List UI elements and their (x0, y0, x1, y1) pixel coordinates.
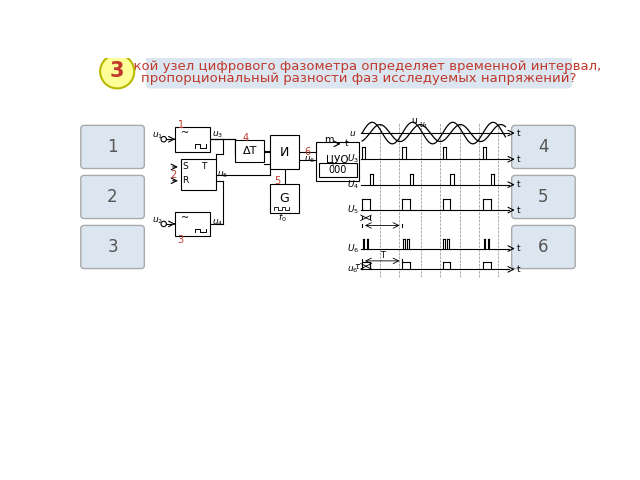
Bar (316, 142, 359, 181)
Text: 6: 6 (305, 146, 311, 156)
Bar (270, 134, 300, 169)
Text: m: m (324, 135, 333, 145)
Text: $u_4$: $u_4$ (212, 218, 223, 228)
Circle shape (100, 55, 134, 88)
Text: $U_6$: $U_6$ (347, 242, 359, 255)
Text: ΔT: ΔT (243, 146, 257, 156)
Text: ЦУО: ЦУО (326, 154, 349, 164)
Text: G: G (280, 192, 289, 205)
FancyBboxPatch shape (511, 226, 575, 269)
Text: И: И (280, 146, 289, 159)
Text: пропорциональный разности фаз исследуемых напряжений?: пропорциональный разности фаз исследуемы… (141, 72, 577, 85)
Text: $u$: $u$ (349, 129, 356, 138)
Bar (175, 127, 210, 152)
Bar (180, 159, 216, 190)
Text: $U_5$: $U_5$ (347, 204, 359, 216)
Text: $u_5$: $u_5$ (217, 169, 228, 180)
Text: T: T (202, 162, 207, 171)
Text: t: t (516, 244, 520, 253)
Text: ~: ~ (181, 213, 189, 223)
Text: 2: 2 (108, 188, 118, 206)
Text: 4: 4 (243, 132, 249, 143)
Text: $U_4$: $U_4$ (347, 179, 359, 191)
FancyBboxPatch shape (81, 226, 145, 269)
FancyBboxPatch shape (147, 31, 572, 88)
Text: 4: 4 (538, 138, 548, 156)
Text: 3: 3 (108, 238, 118, 256)
FancyBboxPatch shape (81, 175, 145, 218)
Text: t: t (516, 129, 520, 138)
Text: ~: ~ (181, 128, 189, 138)
Text: $u_1$: $u_1$ (419, 120, 428, 131)
Text: $U_3$: $U_3$ (347, 153, 359, 166)
Text: 2: 2 (170, 169, 176, 180)
Text: $\tau$: $\tau$ (354, 262, 361, 271)
Text: R: R (182, 176, 189, 185)
Text: t: t (345, 139, 349, 148)
Text: u: u (411, 116, 417, 125)
Bar (270, 184, 300, 213)
Bar (175, 212, 210, 236)
Text: 1: 1 (178, 120, 184, 130)
Text: 1: 1 (108, 138, 118, 156)
Text: $u_6$: $u_6$ (304, 155, 316, 165)
Text: t: t (516, 180, 520, 189)
Text: 3: 3 (178, 235, 184, 245)
Text: t: t (516, 155, 520, 164)
Text: t: t (516, 265, 520, 274)
Text: $u_6$: $u_6$ (347, 264, 358, 275)
Text: t: t (516, 205, 520, 215)
Text: 000: 000 (328, 165, 346, 175)
Text: 5: 5 (275, 176, 281, 186)
Text: $u_2$: $u_2$ (152, 216, 163, 226)
Circle shape (161, 136, 166, 142)
Text: $f_0$: $f_0$ (278, 212, 287, 224)
Text: T: T (380, 251, 385, 260)
Bar (319, 163, 356, 177)
FancyBboxPatch shape (81, 125, 145, 168)
Text: $u_3$: $u_3$ (212, 129, 223, 140)
FancyBboxPatch shape (511, 175, 575, 218)
Circle shape (161, 221, 166, 227)
Text: 5: 5 (538, 188, 548, 206)
FancyBboxPatch shape (511, 125, 575, 168)
Text: Какой узел цифрового фазометра определяет временной интервал,: Какой узел цифрового фазометра определяе… (116, 60, 602, 73)
Text: 6: 6 (538, 238, 548, 256)
Text: $u_1$: $u_1$ (152, 131, 163, 142)
Text: S: S (182, 162, 188, 171)
Text: 3: 3 (110, 61, 124, 82)
Bar (235, 140, 264, 162)
